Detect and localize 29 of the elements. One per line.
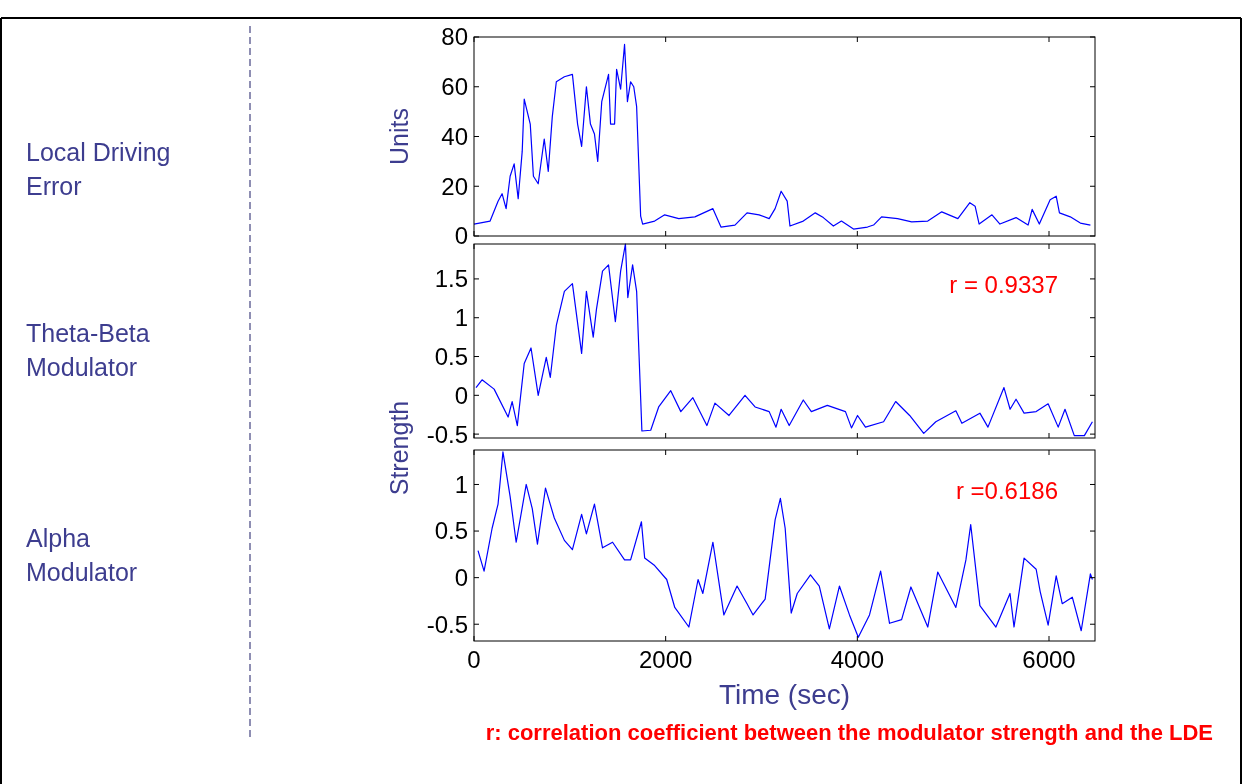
y-tick-label: -0.5 xyxy=(426,610,468,638)
annotation: r = 0.9337 xyxy=(949,271,1058,298)
y-axis-title: Strength xyxy=(385,400,413,496)
y-tick-label: 0.5 xyxy=(434,517,468,545)
y-tick-label: 0.5 xyxy=(434,342,468,370)
text: Theta-Beta Modulator xyxy=(26,319,150,381)
y-tick-label: -0.5 xyxy=(426,420,468,448)
x-tick-label: 6000 xyxy=(1022,646,1076,673)
line-series xyxy=(475,243,1094,437)
text: Alpha Modulator xyxy=(26,523,138,586)
x-axis-title: Time (sec) xyxy=(718,679,851,710)
x-tick-label: 4000 xyxy=(830,646,885,673)
y-tick-label: 0 xyxy=(454,564,468,592)
y-tick-label: 40 xyxy=(441,122,468,150)
y-tick-label: 0 xyxy=(454,381,468,409)
line-series xyxy=(473,43,1091,230)
text: r: correlation coefficient between the modulator strength and the LDE xyxy=(485,720,1213,745)
line-series xyxy=(477,451,1094,638)
annotation: r =0.6186 xyxy=(955,477,1058,504)
y-tick-label: 1 xyxy=(454,304,468,332)
y-axis-title: Units xyxy=(385,108,413,165)
y-tick-label: 1 xyxy=(454,470,468,498)
text: Local Driving Error xyxy=(26,137,171,200)
y-tick-label: 20 xyxy=(441,172,468,200)
y-tick-label: 60 xyxy=(441,73,468,101)
y-tick-label: 1.5 xyxy=(434,265,468,293)
y-tick-label: 80 xyxy=(441,23,468,51)
x-tick-label: 2000 xyxy=(638,646,693,673)
y-tick-label: 0 xyxy=(454,222,468,250)
